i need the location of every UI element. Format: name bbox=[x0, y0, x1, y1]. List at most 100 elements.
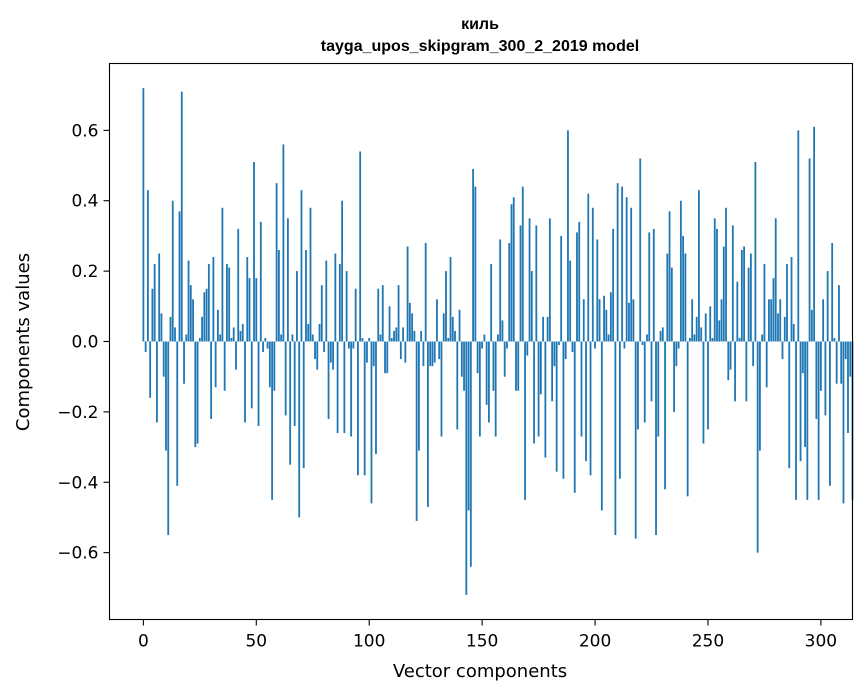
bar-111 bbox=[393, 330, 395, 342]
bar-31 bbox=[212, 257, 215, 342]
bar-272 bbox=[756, 341, 759, 553]
bar-257 bbox=[722, 246, 725, 342]
bar-11 bbox=[167, 341, 170, 536]
bar-101 bbox=[370, 341, 373, 504]
bar-196 bbox=[585, 341, 587, 462]
bar-182 bbox=[553, 341, 556, 367]
y-axis-ticks: −0.6 −0.4 −0.2 0.0 0.2 0.4 0.6 bbox=[57, 121, 110, 564]
bar-232 bbox=[666, 253, 669, 342]
bar-159 bbox=[501, 320, 504, 342]
bar-8 bbox=[160, 313, 163, 342]
bar-48 bbox=[250, 341, 253, 409]
bar-105 bbox=[379, 334, 382, 342]
bar-106 bbox=[381, 285, 384, 342]
bar-58 bbox=[273, 341, 276, 391]
bar-117 bbox=[406, 246, 409, 342]
bar-187 bbox=[564, 341, 567, 360]
bar-190 bbox=[571, 341, 574, 353]
bar-100 bbox=[368, 337, 371, 342]
bar-15 bbox=[176, 341, 179, 486]
bar-181 bbox=[551, 341, 554, 402]
bar-87 bbox=[338, 264, 341, 342]
bar-169 bbox=[524, 341, 526, 500]
bar-162 bbox=[508, 242, 511, 342]
bar-2 bbox=[146, 190, 149, 342]
bar-114 bbox=[399, 341, 402, 360]
bar-22 bbox=[192, 299, 194, 342]
bar-143 bbox=[465, 341, 468, 595]
bar-86 bbox=[336, 341, 339, 433]
bar-241 bbox=[686, 341, 689, 497]
x-tick-label: 150 bbox=[466, 632, 498, 652]
bar-119 bbox=[411, 313, 414, 342]
bar-260 bbox=[729, 341, 732, 370]
bar-41 bbox=[235, 341, 237, 370]
bar-176 bbox=[539, 341, 542, 395]
bar-293 bbox=[804, 341, 806, 448]
bar-5 bbox=[153, 264, 156, 342]
bar-234 bbox=[670, 267, 673, 342]
bar-307 bbox=[835, 341, 838, 384]
bar-76 bbox=[314, 341, 316, 360]
bar-202 bbox=[598, 299, 601, 342]
bar-280 bbox=[774, 218, 777, 342]
bar-141 bbox=[460, 341, 463, 377]
bar-227 bbox=[655, 341, 657, 536]
bar-217 bbox=[632, 299, 635, 342]
bar-160 bbox=[503, 341, 506, 377]
bar-108 bbox=[386, 341, 389, 374]
bar-229 bbox=[659, 330, 662, 342]
bar-85 bbox=[334, 253, 337, 342]
bar-233 bbox=[668, 211, 671, 342]
x-tick-label: 250 bbox=[692, 632, 724, 652]
y-tick-label: 0.6 bbox=[71, 121, 98, 141]
x-tick-label: 300 bbox=[805, 632, 837, 652]
bar-311 bbox=[844, 341, 847, 360]
bar-118 bbox=[408, 302, 411, 342]
bar-266 bbox=[743, 246, 746, 342]
bar-163 bbox=[510, 204, 513, 342]
bar-161 bbox=[506, 341, 508, 349]
bar-83 bbox=[329, 341, 332, 363]
bar-28 bbox=[205, 288, 208, 342]
bar-185 bbox=[560, 235, 563, 342]
bar-59 bbox=[275, 183, 278, 342]
bar-304 bbox=[829, 341, 831, 486]
bar-40 bbox=[232, 327, 235, 342]
bar-142 bbox=[463, 341, 465, 391]
bar-17 bbox=[180, 91, 183, 342]
y-axis-label: Components values bbox=[13, 253, 34, 431]
bar-273 bbox=[759, 341, 761, 451]
bar-42 bbox=[237, 228, 240, 342]
bar-265 bbox=[740, 250, 743, 342]
bar-134 bbox=[445, 271, 447, 342]
bar-274 bbox=[761, 334, 764, 342]
bar-127 bbox=[429, 341, 432, 367]
bar-44 bbox=[241, 323, 244, 342]
bar-302 bbox=[824, 341, 827, 416]
bar-251 bbox=[709, 306, 712, 342]
bar-175 bbox=[537, 341, 540, 437]
bar-212 bbox=[621, 186, 624, 342]
bar-14 bbox=[174, 327, 176, 342]
bar-186 bbox=[562, 341, 565, 479]
bar-97 bbox=[361, 337, 364, 342]
x-tick-label: 100 bbox=[353, 632, 385, 652]
bar-285 bbox=[786, 264, 788, 342]
bar-104 bbox=[377, 288, 380, 342]
bar-228 bbox=[657, 341, 660, 437]
x-tick-label: 0 bbox=[138, 632, 149, 652]
bar-120 bbox=[413, 330, 416, 342]
bar-200 bbox=[594, 341, 596, 349]
bar-39 bbox=[230, 337, 233, 342]
bar-171 bbox=[528, 218, 531, 342]
bar-112 bbox=[395, 327, 398, 342]
bar-130 bbox=[436, 299, 438, 342]
bar-92 bbox=[350, 341, 353, 437]
bar-51 bbox=[257, 341, 260, 426]
bar-3 bbox=[149, 341, 152, 398]
bar-16 bbox=[178, 211, 181, 342]
bar-145 bbox=[469, 341, 472, 567]
bar-165 bbox=[515, 341, 517, 391]
bar-219 bbox=[637, 341, 639, 430]
